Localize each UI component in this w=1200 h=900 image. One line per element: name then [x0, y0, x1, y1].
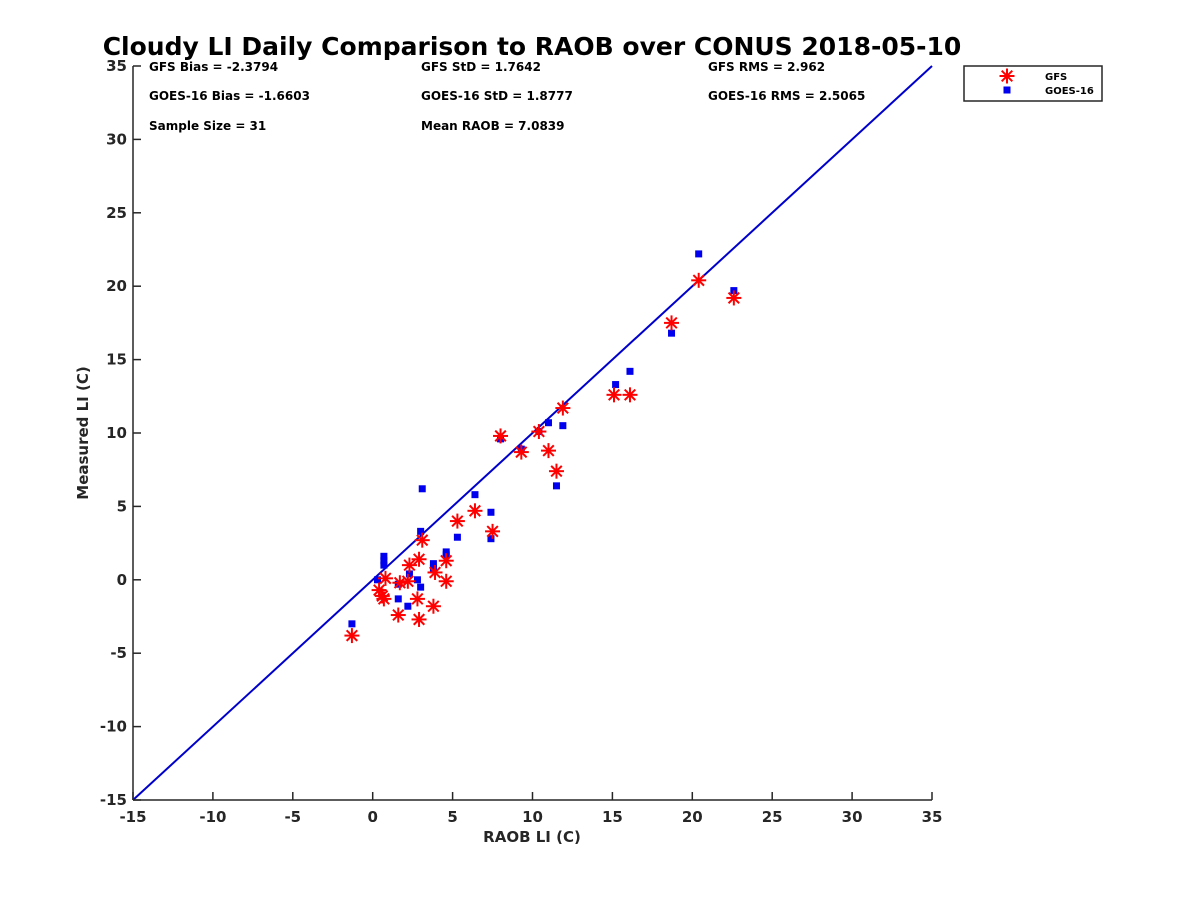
gfs-data-point [449, 513, 465, 529]
goes16-data-point [429, 560, 437, 568]
gfs-data-point [400, 573, 416, 589]
gfs-data-point [691, 272, 707, 288]
gfs-data-point [414, 532, 430, 548]
goes16-data-point [626, 367, 634, 375]
data-series [344, 250, 742, 644]
legend-label: GFS [1045, 72, 1067, 83]
goes16-data-point [487, 535, 495, 543]
goes16-data-point [404, 602, 412, 610]
stat-text: GFS Bias = -2.3794 [149, 60, 278, 74]
goes16-data-point [380, 552, 388, 560]
gfs-data-point [377, 570, 393, 586]
gfs-data-point [726, 290, 742, 306]
x-tick-label: -10 [199, 808, 226, 826]
goes16-data-point [695, 250, 703, 258]
y-tick-label: -10 [100, 718, 127, 736]
series-goes-16 [348, 250, 738, 628]
stat-text: GOES-16 RMS = 2.5065 [708, 89, 865, 103]
goes16-data-point [413, 576, 421, 584]
gfs-data-point [513, 444, 529, 460]
x-tick-label: 20 [682, 808, 703, 826]
gfs-data-point [540, 443, 556, 459]
stat-text: GFS RMS = 2.962 [708, 60, 825, 74]
gfs-data-point [390, 607, 406, 623]
gfs-data-point [485, 523, 501, 539]
y-tick-label: 5 [117, 497, 127, 515]
gfs-data-point [664, 315, 680, 331]
statistics-block: GFS Bias = -2.3794 GFS StD = 1.7642 GFS RM… [149, 60, 865, 133]
gfs-data-point [493, 428, 509, 444]
gfs-data-point [438, 553, 454, 569]
one-to-one-line [132, 65, 933, 801]
x-tick-label: -5 [284, 808, 301, 826]
goes16-data-point [668, 329, 676, 337]
gfs-data-point [555, 400, 571, 416]
goes16-data-point [552, 482, 560, 490]
goes16-data-point [471, 491, 479, 499]
x-tick-label: 30 [842, 808, 863, 826]
x-tick-label: -15 [119, 808, 146, 826]
goes16-data-point [380, 561, 388, 569]
goes16-data-point [417, 527, 425, 535]
goes16-data-point [394, 595, 402, 603]
legend-goes16-marker [1003, 86, 1011, 94]
x-axis-label: RAOB LI (C) [483, 828, 581, 846]
goes16-data-point [373, 576, 381, 584]
gfs-data-point [438, 573, 454, 589]
gfs-data-point [376, 591, 392, 607]
stat-text: Sample Size = 31 [149, 119, 266, 133]
goes16-data-point [429, 564, 437, 572]
gfs-data-point [427, 564, 443, 580]
legend-gfs-marker [999, 68, 1015, 84]
x-tick-label: 25 [762, 808, 783, 826]
y-axis-label: Measured LI (C) [74, 366, 92, 499]
goes16-data-point [453, 533, 461, 541]
stat-text: Mean RAOB = 7.0839 [421, 119, 565, 133]
goes16-data-point [559, 422, 567, 430]
y-tick-label: -15 [100, 791, 127, 809]
gfs-data-point [467, 503, 483, 519]
y-tick-label: -5 [110, 644, 127, 662]
y-tick-label: 15 [106, 351, 127, 369]
gfs-data-point [411, 611, 427, 627]
x-tick-label: 10 [522, 808, 543, 826]
y-tick-label: 0 [117, 571, 127, 589]
gfs-data-point [622, 387, 638, 403]
y-tick-label: 10 [106, 424, 127, 442]
gfs-data-point [344, 628, 360, 644]
gfs-data-point [548, 463, 564, 479]
gfs-data-point [425, 598, 441, 614]
series-gfs [344, 272, 742, 644]
x-tick-label: 5 [447, 808, 457, 826]
reference-line-layer [132, 65, 933, 801]
y-tick-label: 35 [106, 57, 127, 75]
gfs-data-point [606, 387, 622, 403]
chart-title: Cloudy LI Daily Comparison to RAOB over … [103, 32, 962, 61]
gfs-data-point [531, 424, 547, 440]
tick-marks: -15 -10 -5 0 5 10 15 20 25 30 35 -15 -10 -5 0 5 10 15 20 25… [100, 57, 943, 826]
y-tick-label: 20 [106, 277, 127, 295]
legend-box [963, 65, 1103, 102]
goes16-data-point [487, 508, 495, 516]
stat-text: GFS StD = 1.7642 [421, 60, 541, 74]
gfs-data-point [409, 591, 425, 607]
goes16-data-point [405, 570, 413, 578]
goes16-data-point [612, 381, 620, 389]
stat-text: GOES-16 StD = 1.8777 [421, 89, 573, 103]
goes16-data-point [348, 620, 356, 628]
goes16-data-point [544, 419, 552, 427]
x-tick-label: 15 [602, 808, 623, 826]
y-tick-label: 30 [106, 130, 127, 148]
y-tick-label: 25 [106, 204, 127, 222]
x-tick-label: 0 [367, 808, 377, 826]
x-tick-label: 35 [922, 808, 943, 826]
goes16-data-point [417, 583, 425, 591]
goes16-data-point [418, 485, 426, 493]
stat-text: GOES-16 Bias = -1.6603 [149, 89, 310, 103]
legend: GFS GOES-16 [963, 65, 1103, 102]
legend-label: GOES-16 [1045, 86, 1094, 97]
goes16-data-point [380, 557, 388, 565]
gfs-data-point [411, 551, 427, 567]
